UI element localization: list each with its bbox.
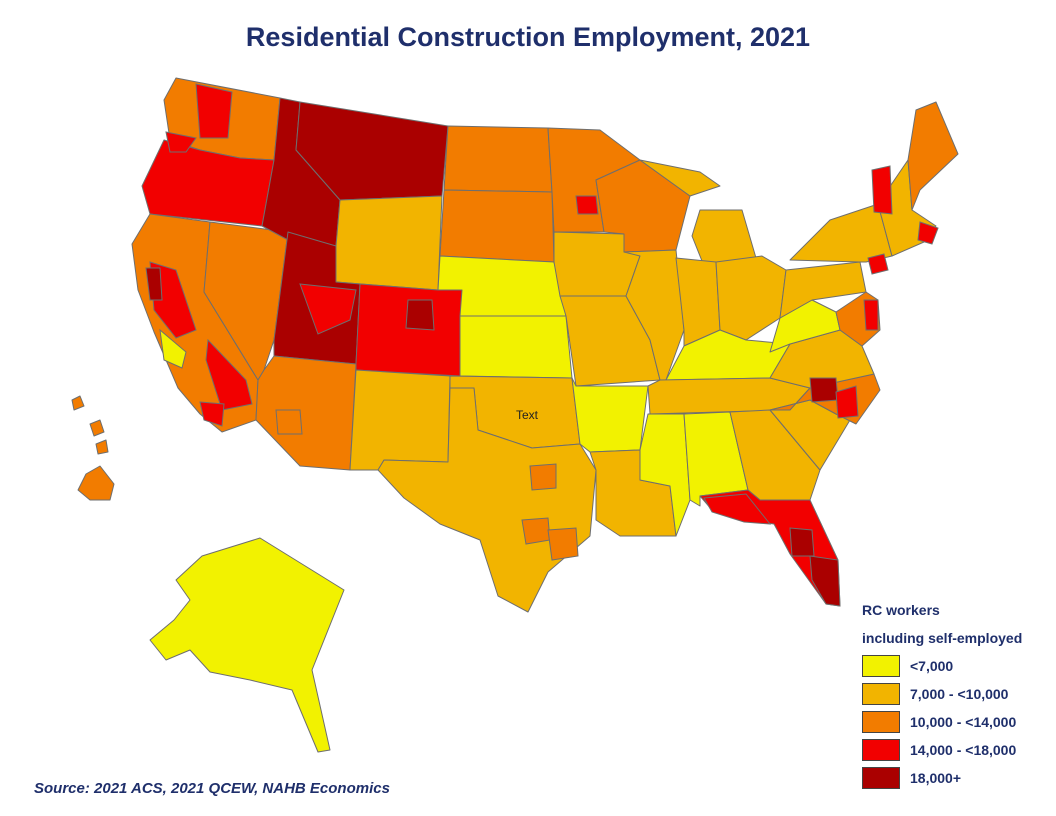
overlay-raleigh — [835, 385, 859, 419]
legend-swatch-5 — [862, 767, 900, 789]
legend-item-1: <7,000 — [862, 652, 1052, 680]
overlay-boston — [917, 221, 939, 245]
overlay-sf — [145, 267, 163, 301]
region-maine — [907, 101, 959, 211]
region-pennsylvania — [779, 261, 867, 319]
overlay-seattle — [195, 83, 233, 139]
legend-item-4: 14,000 - <18,000 — [862, 736, 1052, 764]
overlay-charlotte — [809, 377, 839, 403]
region-hawaii — [71, 395, 115, 501]
region-kansas — [459, 315, 573, 379]
legend-label-3: 10,000 - <14,000 — [910, 714, 1017, 730]
stray-text-label: Text — [516, 408, 539, 422]
overlay-la — [199, 401, 225, 427]
overlay-florida-panhandle — [703, 493, 772, 525]
overlay-phoenix — [275, 409, 303, 435]
legend-swatch-4 — [862, 739, 900, 761]
region-arkansas — [571, 377, 649, 453]
legend-title-line2: including self-employed — [862, 630, 1023, 646]
overlay-austin — [521, 517, 551, 545]
legend-label-1: <7,000 — [910, 658, 954, 674]
overlay-dallas — [529, 463, 557, 491]
region-arizona — [255, 355, 357, 471]
overlay-bay-area — [149, 261, 197, 339]
legend-swatch-1 — [862, 655, 900, 677]
overlay-tampa — [789, 527, 815, 557]
region-texas — [377, 387, 597, 613]
region-alaska — [149, 537, 345, 753]
legend-swatch-3 — [862, 711, 900, 733]
overlay-minneapolis — [575, 195, 599, 215]
overlay-central-valley — [159, 328, 187, 369]
legend-label-5: 18,000+ — [910, 770, 961, 786]
legend-item-2: 7,000 - <10,000 — [862, 680, 1052, 708]
legend-item-3: 10,000 - <14,000 — [862, 708, 1052, 736]
overlay-oregon-coast — [165, 131, 197, 153]
overlay-vermont — [871, 165, 893, 215]
legend: RC workers including self-employed <7,00… — [862, 596, 1052, 792]
overlay-slc — [299, 283, 357, 335]
source-note: Source: 2021 ACS, 2021 QCEW, NAHB Econom… — [34, 780, 390, 797]
overlay-houston — [547, 527, 579, 561]
region-colorado — [355, 283, 463, 377]
legend-title-line1: RC workers — [862, 602, 940, 618]
overlay-jersey — [867, 253, 889, 275]
overlay-south-florida — [809, 555, 841, 607]
region-wyoming — [335, 195, 443, 291]
legend-item-5: 18,000+ — [862, 764, 1052, 792]
legend-label-4: 14,000 - <18,000 — [910, 742, 1017, 758]
region-south-dakota — [439, 189, 555, 263]
region-ohio — [715, 255, 787, 341]
region-north-dakota — [443, 125, 553, 193]
map-title: Residential Construction Employment, 202… — [245, 22, 811, 52]
overlay-denver — [405, 299, 435, 331]
legend-label-2: 7,000 - <10,000 — [910, 686, 1009, 702]
region-new-mexico — [349, 369, 451, 471]
overlay-socal-desert — [205, 338, 253, 411]
legend-swatch-2 — [862, 683, 900, 705]
overlay-delaware — [863, 299, 879, 331]
